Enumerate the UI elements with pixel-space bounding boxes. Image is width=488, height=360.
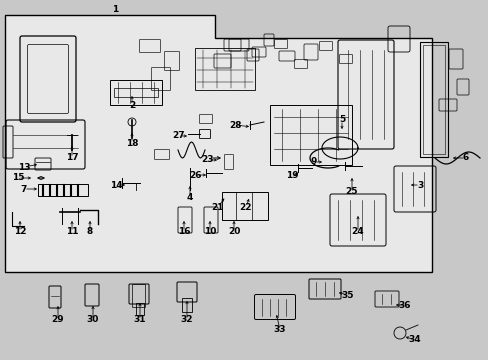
Text: 11: 11: [65, 228, 78, 237]
Text: 34: 34: [408, 336, 421, 345]
Text: 22: 22: [239, 202, 252, 211]
Text: 31: 31: [134, 315, 146, 324]
Text: 7: 7: [21, 184, 27, 194]
Text: 5: 5: [338, 116, 345, 125]
Bar: [222, 192, 267, 220]
Text: 21: 21: [211, 202, 224, 211]
Text: 33: 33: [273, 325, 285, 334]
Text: 30: 30: [87, 315, 99, 324]
Text: 14: 14: [109, 180, 122, 189]
Text: 3: 3: [416, 180, 422, 189]
Bar: [38, 184, 88, 196]
Text: 17: 17: [65, 153, 78, 162]
Text: 28: 28: [229, 121, 242, 130]
Bar: [422, 45, 444, 154]
Text: 25: 25: [345, 188, 358, 197]
Text: 13: 13: [18, 162, 30, 171]
Bar: [419, 42, 447, 157]
Text: 27: 27: [172, 131, 185, 140]
Text: 8: 8: [87, 228, 93, 237]
Text: 19: 19: [285, 171, 298, 180]
Text: 35: 35: [341, 291, 353, 300]
Text: 36: 36: [398, 301, 410, 310]
Text: 4: 4: [186, 193, 193, 202]
Text: 2: 2: [129, 100, 135, 109]
Text: 10: 10: [203, 228, 216, 237]
Text: 16: 16: [177, 228, 190, 237]
Bar: [136, 303, 143, 315]
Text: 18: 18: [125, 139, 138, 148]
Text: 29: 29: [52, 315, 64, 324]
Text: 9: 9: [310, 158, 317, 166]
Text: 24: 24: [351, 228, 364, 237]
Text: 6: 6: [462, 153, 468, 162]
Text: 20: 20: [227, 228, 240, 237]
Text: 26: 26: [189, 171, 202, 180]
Text: 15: 15: [12, 174, 24, 183]
Text: 12: 12: [14, 228, 26, 237]
Text: 1: 1: [112, 5, 118, 14]
Bar: [114, 88, 158, 97]
Text: 23: 23: [202, 156, 214, 165]
Polygon shape: [5, 15, 431, 272]
Text: 32: 32: [181, 315, 193, 324]
Bar: [182, 298, 192, 312]
